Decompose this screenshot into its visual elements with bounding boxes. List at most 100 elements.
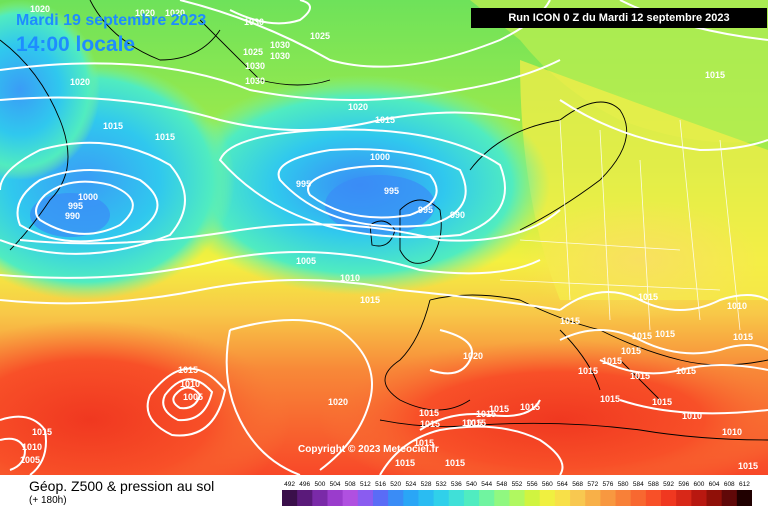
isobar-label: 1015 — [560, 316, 580, 326]
scale-tick-label: 532 — [436, 481, 447, 488]
scale-swatch — [509, 490, 526, 506]
scale-swatch — [676, 490, 692, 506]
scale-swatch — [403, 490, 419, 506]
isobar-label: 990 — [65, 211, 80, 221]
scale-swatch — [312, 490, 328, 506]
scale-swatch — [479, 490, 495, 506]
scale-tick-label: 524 — [405, 481, 416, 488]
scale-swatch — [342, 490, 359, 506]
scale-swatch — [494, 490, 510, 506]
scale-tick-label: 612 — [739, 481, 750, 488]
scale-swatch — [448, 490, 465, 506]
scale-swatch — [327, 490, 344, 506]
scale-tick-label: 552 — [512, 481, 523, 488]
isobar-label: 1030 — [245, 61, 265, 71]
isobar-label: 1025 — [243, 47, 263, 57]
isobar-label: 1025 — [310, 31, 330, 41]
isobar-label: 1015 — [578, 366, 598, 376]
scale-tick-label: 504 — [330, 481, 341, 488]
isobar-label: 1015 — [733, 332, 753, 342]
copyright: Copyright © 2023 Meteociel.fr — [298, 444, 439, 455]
isobar-label: 1020 — [328, 397, 348, 407]
isobar-label: 1010 — [722, 427, 742, 437]
isobar-label: 1015 — [602, 356, 622, 366]
isobar-label: 1030 — [244, 17, 264, 27]
scale-tick-label: 536 — [451, 481, 462, 488]
scale-tick-label: 588 — [648, 481, 659, 488]
scale-tick-label: 516 — [375, 481, 386, 488]
scale-tick-label: 604 — [709, 481, 720, 488]
isobar-label: 1020 — [70, 77, 90, 87]
scale-tick-label: 508 — [345, 481, 356, 488]
scale-tick-label: 608 — [724, 481, 735, 488]
isobar-label: 1015 — [676, 366, 696, 376]
scale-swatch — [615, 490, 632, 506]
scale-swatch — [736, 490, 752, 506]
scale-swatch — [524, 490, 541, 506]
isobar-label: 1015 — [414, 438, 434, 448]
legend-title: Géop. Z500 & pression au sol — [29, 478, 215, 494]
scale-swatch — [600, 490, 617, 506]
scale-tick-label: 556 — [527, 481, 538, 488]
forecast-date: Mardi 19 septembre 2023 — [16, 12, 207, 29]
scale-swatch — [570, 490, 586, 506]
legend-subtitle: (+ 180h) — [29, 495, 67, 506]
isobar-label: 1010 — [22, 442, 42, 452]
isobar-label: 1015 — [103, 121, 123, 131]
isobar-label: 1015 — [32, 427, 52, 437]
scale-tick-label: 572 — [587, 481, 598, 488]
scale-tick-label: 580 — [618, 481, 629, 488]
isobar-label: 1015 — [621, 346, 641, 356]
scale-tick-label: 492 — [284, 481, 295, 488]
scale-swatch — [721, 490, 738, 506]
scale-tick-label: 500 — [314, 481, 325, 488]
isobar-label: 1005 — [20, 455, 40, 465]
border-group — [499, 119, 741, 331]
isobar-label: 1005 — [183, 392, 203, 402]
isobar-label: 1015 — [600, 394, 620, 404]
isobar-label: 1015 — [155, 132, 175, 142]
isobar-label: 1015 — [652, 397, 672, 407]
scale-tick-label: 544 — [481, 481, 492, 488]
scale-tick-label: 592 — [663, 481, 674, 488]
isobar-label: 1015 — [466, 418, 486, 428]
scale-swatch — [282, 490, 298, 506]
isobar-label: 1020 — [463, 351, 483, 361]
isobar-label: 1015 — [489, 404, 509, 414]
isobar-label: 1020 — [165, 8, 185, 18]
isobar-label: 1020 — [135, 8, 155, 18]
isobar-label: 1000 — [78, 192, 98, 202]
scale-swatch — [463, 490, 480, 506]
scale-tick-label: 600 — [694, 481, 705, 488]
scale-tick-label: 560 — [542, 481, 553, 488]
isobar-label: 1020 — [348, 102, 368, 112]
isobar-label: 1010 — [340, 273, 360, 283]
scale-tick-label: 576 — [603, 481, 614, 488]
isobar-group — [0, 0, 768, 475]
color-scale: 492 496 500 504 508 512 516 520 524 528 532 536 540 5… — [282, 481, 752, 506]
scale-swatch — [388, 490, 404, 506]
scale-tick-label: 496 — [299, 481, 310, 488]
forecast-time: 14:00 locale — [16, 33, 136, 56]
isobar-label: 995 — [68, 201, 83, 211]
isobar-label: 1015 — [738, 461, 758, 471]
isobar-label: 1005 — [296, 256, 316, 266]
scale-swatch — [691, 490, 708, 506]
isobar-label: 1010 — [727, 301, 747, 311]
scale-swatch — [645, 490, 662, 506]
scale-swatch — [297, 490, 313, 506]
isobar-label: 995 — [384, 186, 399, 196]
isobar-label: 1015 — [632, 331, 652, 341]
isobar-label: 1015 — [178, 365, 198, 375]
run-info: Run ICON 0 Z du Mardi 12 septembre 2023 — [471, 8, 767, 28]
scale-tick-label: 528 — [421, 481, 432, 488]
isobar-label: 1000 — [370, 152, 390, 162]
isobar-label: 1015 — [360, 295, 380, 305]
scale-swatch — [357, 490, 374, 506]
scale-tick-label: 596 — [678, 481, 689, 488]
isobar-label: 1020 — [30, 4, 50, 14]
isobar-label: 1015 — [476, 409, 496, 419]
isobar-label: 1030 — [270, 40, 290, 50]
isobar-label: 1015 — [655, 329, 675, 339]
